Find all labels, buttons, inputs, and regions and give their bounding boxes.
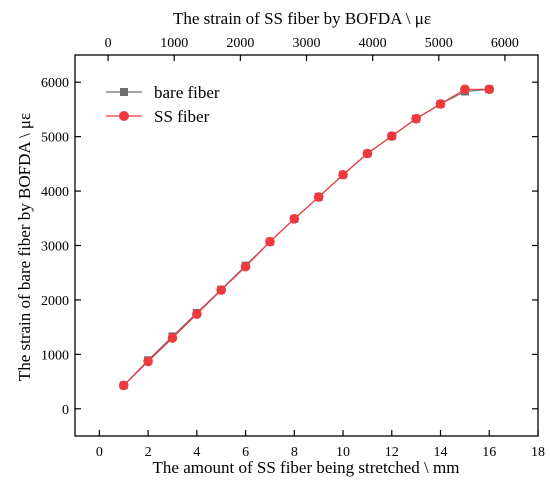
data-point (411, 113, 421, 124)
series-bare-fiber (119, 85, 494, 390)
data-point (192, 309, 202, 319)
legend-label: SS fiber (154, 107, 210, 126)
data-point (313, 192, 324, 202)
x-tick-label: 18 (531, 445, 545, 460)
top-tick-label: 0 (105, 36, 112, 51)
data-point (460, 84, 470, 95)
legend-label: bare fiber (154, 83, 220, 102)
legend-entry: SS fiber (106, 107, 210, 126)
top-tick-label: 4000 (359, 36, 387, 51)
legend: bare fiber SS fiber (106, 83, 220, 126)
x-tick-label: 12 (385, 445, 399, 460)
y-tick-label: 3000 (41, 240, 69, 255)
y-tick-label: 2000 (41, 294, 69, 309)
top-tick-label: 6000 (491, 36, 519, 51)
data-point (265, 236, 275, 247)
data-point (216, 285, 227, 295)
x-tick-label: 8 (291, 445, 298, 460)
x-tick-label: 0 (96, 445, 103, 460)
data-point (167, 333, 178, 343)
plot-frame (74, 54, 539, 437)
legend-entry: bare fiber (106, 83, 220, 102)
x-tick-label: 2 (145, 445, 152, 460)
series-line (123, 88, 490, 386)
top-tick-label: 3000 (293, 36, 321, 51)
series-ss-fiber (118, 84, 495, 391)
data-point (435, 99, 446, 109)
legend-marker (119, 111, 129, 121)
x-tick-label: 10 (336, 445, 350, 460)
y-axis-title: The strain of bare fiber by BOFDA \ με (15, 113, 34, 381)
data-point (386, 131, 397, 141)
x-tick-label: 6 (242, 445, 249, 460)
top-axis-title: The strain of SS fiber by BOFDA \ με (173, 9, 431, 28)
y-tick-label: 1000 (41, 348, 69, 363)
y-tick-label: 6000 (41, 76, 69, 91)
x-tick-label: 14 (434, 445, 448, 460)
top-tick-label: 5000 (425, 36, 453, 51)
series-layer (118, 84, 495, 391)
x-tick-label: 16 (482, 445, 496, 460)
top-tick-label: 1000 (160, 36, 188, 51)
data-point (484, 84, 495, 95)
x-tick-label: 4 (193, 445, 200, 460)
axis-ticks: 0 2 4 6 8 10 12 14 16 18 0 1000 2000 3000 4000 5000 6000… (41, 36, 545, 460)
data-point (118, 380, 129, 391)
data-point (289, 214, 300, 224)
y-tick-label: 4000 (41, 185, 69, 200)
series-line (123, 88, 490, 386)
data-point (338, 169, 348, 180)
data-point (143, 356, 153, 367)
data-point (362, 148, 373, 159)
legend-marker (120, 88, 128, 96)
top-tick-label: 2000 (226, 36, 254, 51)
plot-border (74, 54, 539, 437)
y-tick-label: 0 (62, 403, 69, 418)
data-point (240, 261, 251, 272)
y-tick-label: 5000 (41, 131, 69, 146)
x-axis-title: The amount of SS fiber being stretched \… (153, 458, 460, 477)
